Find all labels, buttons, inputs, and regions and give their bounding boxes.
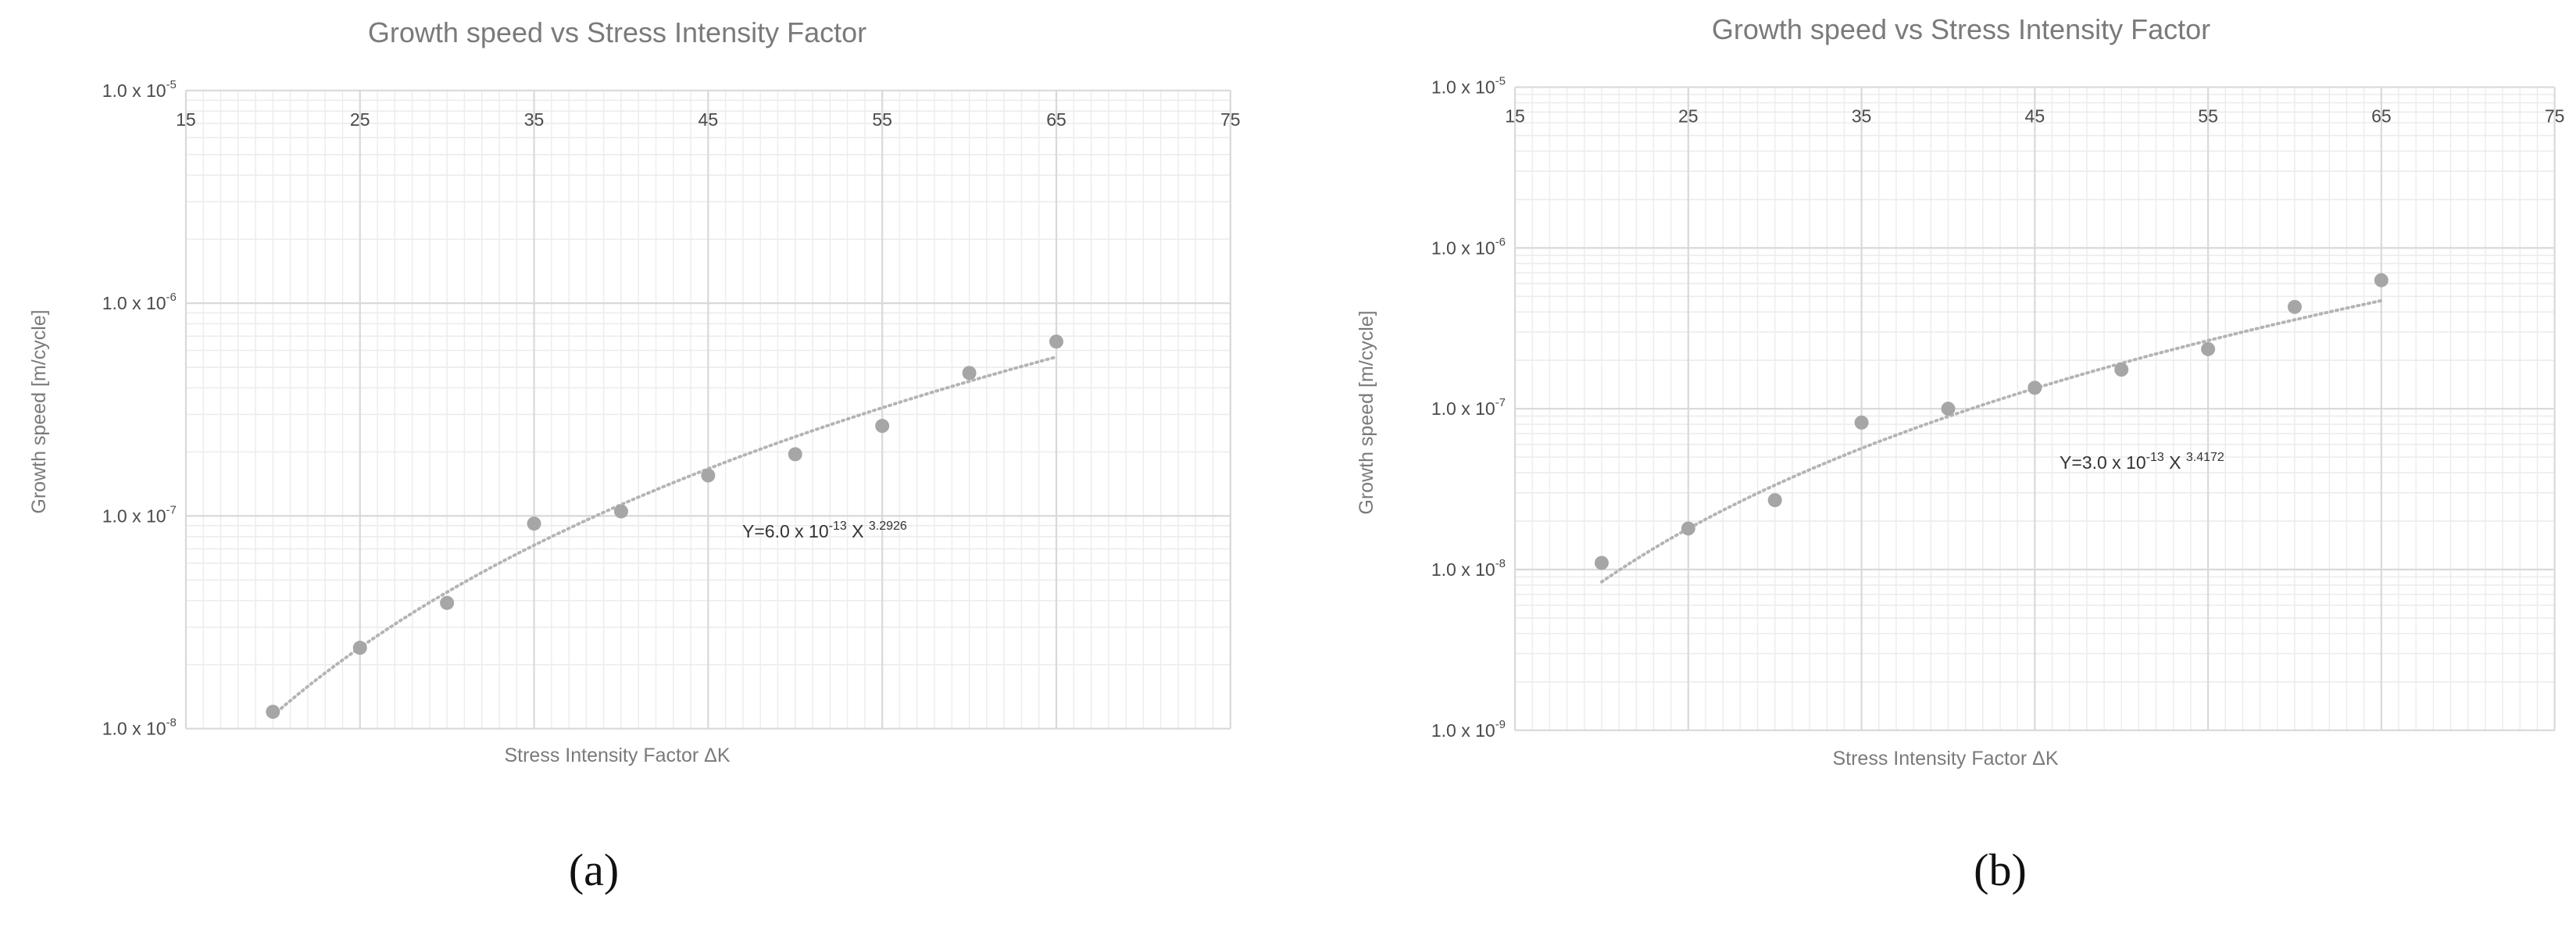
chart-b-y-axis-label: Growth speed [m/cycle] — [1356, 310, 1377, 514]
data-point — [1767, 493, 1782, 508]
x-tick-label: 15 — [1505, 106, 1525, 127]
x-tick-label: 65 — [2371, 106, 2392, 127]
data-point — [1941, 402, 1956, 416]
chart-b-equation-prefix: Y=3.0 x 10 — [2060, 452, 2146, 473]
x-tick-label: 45 — [698, 109, 719, 130]
data-point — [1594, 555, 1609, 570]
chart-b-points — [1594, 273, 2388, 570]
x-tick-label: 25 — [1678, 106, 1699, 127]
data-point — [962, 366, 977, 380]
chart-a-equation-exp2: 3.2926 — [869, 520, 907, 533]
chart-b-equation: Y=3.0 x 10-13 X 3.4172 — [2060, 451, 2224, 473]
panel-label-a: (a) — [569, 845, 619, 895]
data-point — [1049, 334, 1063, 349]
chart-b-equation-exp2: 3.4172 — [2186, 451, 2224, 464]
chart-b-x-axis-label: Stress Intensity Factor ΔK — [1832, 748, 2058, 770]
chart-a-ticks: 15 25 35 45 55 65 75 1.0 x 10-8 1.0 x 10-7 1.0 x … — [102, 78, 1241, 739]
chart-a-equation: Y=6.0 x 10-13 X 3.2926 — [742, 520, 907, 541]
chart-b-equation-mid: X — [2164, 452, 2186, 473]
chart-a-points — [266, 334, 1063, 720]
x-tick-label: 45 — [2025, 106, 2045, 127]
y-tick-label: 1.0 x 10-7 — [1431, 396, 1506, 419]
trendline — [271, 355, 1058, 717]
y-tick-label: 1.0 x 10-7 — [102, 503, 177, 526]
chart-b-equation-exp1: -13 — [2146, 451, 2164, 464]
data-point — [2114, 362, 2129, 377]
y-tick-label: 1.0 x 10-6 — [102, 291, 177, 313]
data-point — [527, 516, 541, 531]
data-point — [266, 705, 280, 720]
chart-b-trendline-group — [1599, 298, 2383, 584]
chart-a: Growth speed vs Stress Intensity Factor … — [28, 16, 1241, 895]
x-tick-label: 75 — [2545, 106, 2565, 127]
data-point — [1854, 415, 1869, 430]
trendline — [1599, 298, 2383, 584]
x-tick-label: 25 — [350, 109, 370, 130]
chart-b-ticks: 15 25 35 45 55 65 75 1.0 x 10-9 1.0 x 10-8 1.0 x … — [1431, 75, 2565, 741]
chart-b-grid — [1513, 86, 2556, 731]
chart-a-y-axis-label: Growth speed [m/cycle] — [28, 309, 50, 513]
panel-label-b: (b) — [1974, 845, 2027, 895]
x-tick-label: 75 — [1220, 109, 1241, 130]
data-point — [1681, 521, 1695, 536]
y-tick-label: 1.0 x 10-5 — [102, 78, 177, 101]
y-tick-label: 1.0 x 10-9 — [1431, 718, 1506, 741]
chart-a-equation-mid: X — [847, 521, 869, 541]
data-point — [875, 419, 890, 434]
chart-a-equation-prefix: Y=6.0 x 10 — [742, 521, 829, 541]
chart-a-equation-exp1: -13 — [829, 520, 847, 533]
data-point — [440, 595, 455, 610]
data-point — [2028, 380, 2042, 395]
x-tick-label: 65 — [1046, 109, 1066, 130]
y-tick-label: 1.0 x 10-8 — [1431, 557, 1506, 580]
y-tick-label: 1.0 x 10-6 — [1431, 235, 1506, 258]
chart-a-trendline-group — [271, 355, 1058, 717]
data-point — [613, 504, 628, 519]
data-point — [701, 468, 716, 483]
chart-b: Growth speed vs Stress Intensity Factor … — [1356, 13, 2564, 895]
y-tick-label: 1.0 x 10-8 — [102, 716, 177, 739]
data-point — [2374, 273, 2388, 288]
chart-a-x-axis-label: Stress Intensity Factor ΔK — [504, 745, 730, 766]
chart-a-title: Growth speed vs Stress Intensity Factor — [368, 16, 866, 48]
x-tick-label: 55 — [2198, 106, 2218, 127]
data-point — [2287, 299, 2302, 314]
y-tick-label: 1.0 x 10-5 — [1431, 75, 1506, 98]
data-point — [2201, 341, 2216, 356]
chart-b-title: Growth speed vs Stress Intensity Factor — [1712, 13, 2210, 45]
x-tick-label: 55 — [872, 109, 892, 130]
x-tick-label: 15 — [176, 109, 196, 130]
x-tick-label: 35 — [524, 109, 545, 130]
data-point — [352, 641, 367, 655]
chart-a-grid — [184, 89, 1231, 730]
x-tick-label: 35 — [1852, 106, 1872, 127]
data-point — [788, 447, 802, 462]
